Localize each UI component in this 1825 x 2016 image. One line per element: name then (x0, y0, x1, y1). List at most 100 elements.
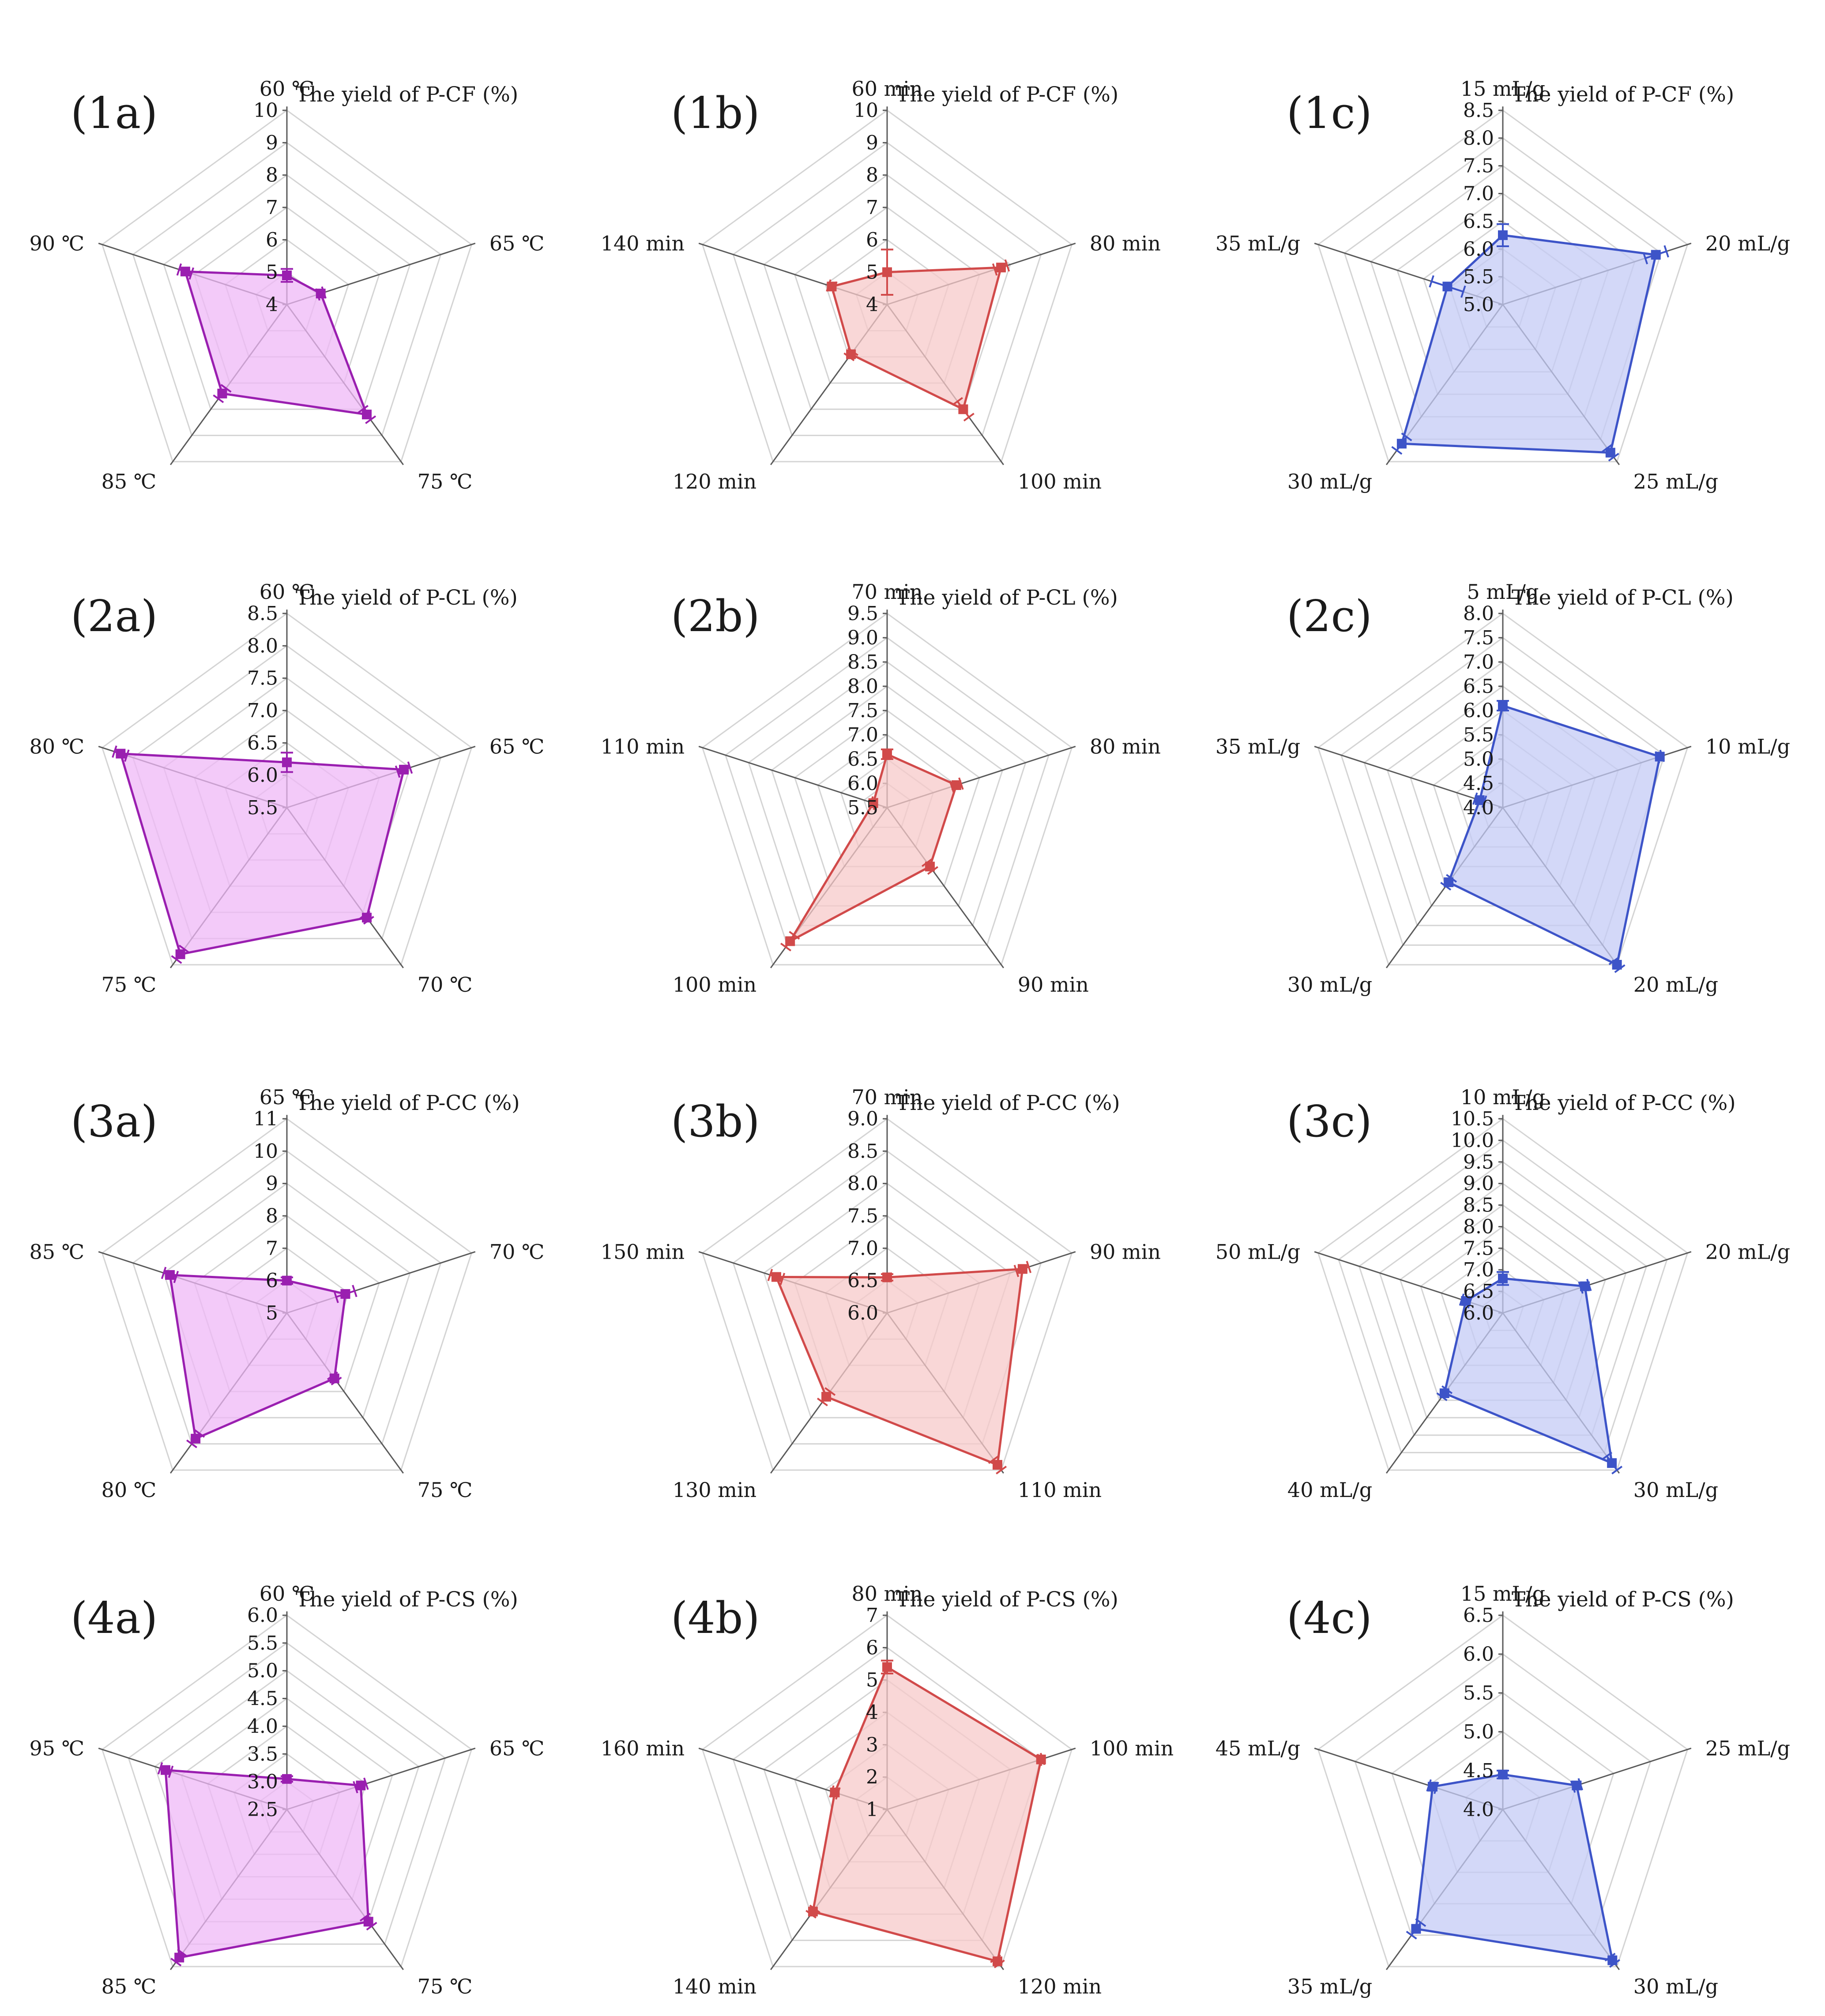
tick-label: 7.0 (247, 700, 278, 722)
error-cap (779, 1273, 786, 1285)
error-cap (1642, 252, 1648, 265)
tick-label: 4.5 (247, 1688, 278, 1710)
tick-label: 7.5 (1463, 155, 1494, 177)
error-cap (767, 1268, 773, 1281)
category-label: 65 ℃ (489, 734, 545, 758)
grid-ring (1340, 637, 1665, 946)
category-label: 130 min (673, 1478, 756, 1502)
tick-label: 6.0 (847, 772, 878, 795)
data-point (882, 267, 892, 277)
data-polygon (775, 1268, 1024, 1467)
category-label: 80 min (851, 1582, 922, 1606)
grid-ring (1317, 1118, 1689, 1471)
radar-panel-4c: 4.0 4.5 5.0 5.5 6.0 6.515 mL/g 25 mL/g 30 mL/g 3… (1215, 1582, 1790, 1998)
panel-label: (3b) (671, 1097, 760, 1147)
data-polygon (1400, 234, 1657, 454)
tick-label: 6.0 (1463, 238, 1494, 260)
radar-panel-3c: 6.06.57.07.58.08.59.09.510.010.510 mL/g 2… (1215, 1085, 1790, 1502)
category-label: 80 min (1090, 734, 1161, 758)
data-point (1475, 795, 1485, 805)
tick-label: 6 (266, 1270, 278, 1292)
grid-ring (128, 1642, 446, 1945)
tick-label: 9.0 (1463, 1173, 1494, 1195)
data-point (1036, 1754, 1046, 1764)
tick-label: 9.0 (847, 1108, 878, 1130)
tick-label: 6.0 (847, 1302, 878, 1324)
data-point (771, 1272, 781, 1282)
data-point (830, 1787, 840, 1798)
error-cap (1460, 285, 1466, 298)
tick-label: 5 (866, 1669, 878, 1692)
tick-label: 10 (253, 1140, 278, 1162)
data-point (191, 1433, 201, 1444)
category-label: 45 mL/g (1215, 1736, 1300, 1760)
category-label: 35 mL/g (1215, 734, 1300, 758)
data-point (958, 404, 968, 414)
category-label: 10 mL/g (1460, 1085, 1545, 1109)
grid-ring (1338, 1140, 1668, 1453)
category-label: 85 ℃ (102, 470, 157, 493)
data-point (282, 1774, 292, 1784)
category-label: 80 min (1090, 231, 1161, 255)
error-cap (395, 765, 401, 778)
grid-ring (1317, 613, 1689, 966)
tick-label: 6.5 (1463, 1604, 1494, 1627)
error-cap (780, 943, 791, 952)
category-label: 100 min (1090, 1736, 1174, 1760)
category-label: 100 min (1018, 470, 1102, 493)
error-cap (186, 1439, 197, 1448)
category-label: 120 min (673, 470, 756, 493)
data-point (1572, 1780, 1582, 1790)
tick-label: 8.5 (847, 1140, 878, 1162)
tick-label: 6 (266, 229, 278, 251)
error-cap (365, 415, 376, 424)
grid-ring (701, 613, 1073, 966)
tick-label: 6.0 (1463, 1643, 1494, 1666)
data-point (821, 1392, 832, 1402)
tick-label: 6.0 (1463, 700, 1494, 722)
category-label: 110 min (1018, 1478, 1102, 1502)
category-label: 120 min (1018, 1975, 1102, 1998)
grid-ring (101, 613, 473, 966)
grid-ring (1317, 109, 1689, 463)
data-point (993, 1956, 1003, 1967)
category-label: 90 ℃ (30, 231, 85, 255)
data-point (1427, 1782, 1437, 1792)
panel-label: (4b) (671, 1593, 760, 1644)
data-point (1411, 1924, 1421, 1934)
error-cap (992, 263, 998, 276)
category-label: 140 min (673, 1975, 756, 1998)
error-cap (352, 1285, 357, 1298)
category-label: 70 ℃ (489, 1240, 545, 1264)
category-label: 140 min (601, 231, 685, 255)
grid-ring (1317, 1614, 1689, 1967)
category-label: 90 min (1018, 973, 1089, 997)
grid-ring (101, 1614, 473, 1967)
tick-label: 6.5 (847, 1270, 878, 1292)
error-cap (333, 1290, 339, 1303)
radar-panel-4b: 1 2 3 4 5 6 780 min 100 min 120 min 140 min 160 mi… (601, 1582, 1174, 1998)
data-point (1498, 230, 1508, 240)
axis-title: The yield of P-CS (%) (296, 1587, 518, 1612)
axis-title: The yield of P-CS (%) (1512, 1587, 1734, 1612)
tick-label: 10 (854, 99, 878, 122)
error-cap (124, 749, 130, 762)
error-cap (178, 944, 190, 954)
data-point (329, 1373, 339, 1384)
category-label: 30 mL/g (1633, 1975, 1718, 1998)
category-label: 75 ℃ (418, 1975, 473, 1998)
category-label: 15 mL/g (1460, 1582, 1545, 1606)
tick-label: 8.5 (247, 602, 278, 625)
data-point (1607, 1955, 1618, 1965)
grid-ring (701, 1118, 1073, 1471)
tick-label: 5.0 (1463, 1721, 1494, 1743)
error-cap (220, 384, 232, 393)
category-label: 65 ℃ (489, 1736, 545, 1760)
data-point (174, 1952, 184, 1963)
data-polygon (1415, 1773, 1614, 1962)
axis-line (698, 745, 888, 809)
data-polygon (787, 752, 958, 944)
tick-label: 8 (266, 164, 278, 187)
axis-title: The yield of P-CF (%) (296, 83, 518, 107)
data-point (785, 936, 795, 946)
